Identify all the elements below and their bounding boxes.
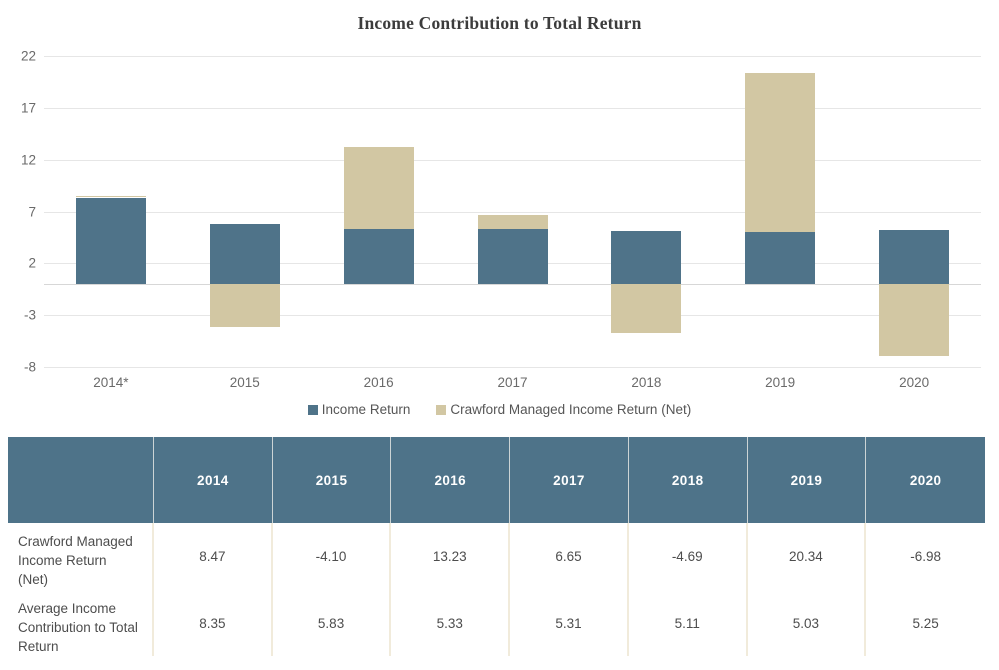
table-header-year: 2014 — [154, 437, 273, 523]
x-axis-tick-label: 2019 — [765, 375, 796, 390]
legend-swatch-icon — [436, 404, 447, 415]
table-cell: 8.35 — [154, 590, 273, 656]
chart-legend: Income Return Crawford Managed Income Ret… — [0, 402, 999, 417]
bar-incomereturn-2020 — [879, 229, 950, 284]
row-label: Average Income Contribution to Total Ret… — [8, 590, 154, 656]
bar-crawfordmanagedincomereturnnet-2015 — [209, 284, 280, 327]
table-header-year: 2020 — [909, 472, 942, 488]
y-axis-tick-label: 17 — [20, 100, 36, 116]
x-axis-tick-label: 2017 — [497, 375, 528, 390]
y-axis-tick-label: 2 — [28, 255, 36, 271]
y-axis-tick-label: 7 — [28, 204, 36, 219]
table-cell: 5.33 — [391, 590, 511, 656]
legend-label: Income Return — [321, 402, 411, 417]
table-cell: -6.98 — [910, 549, 942, 564]
bar-incomereturn-2014 — [75, 197, 146, 285]
bar-crawfordmanagedincomereturnnet-2018 — [611, 284, 682, 333]
table-cell: 5.83 — [273, 590, 392, 656]
legend-label: Crawford Managed Income Return (Net) — [450, 402, 692, 417]
bar-crawfordmanagedincomereturnnet-2014 — [75, 196, 146, 198]
y-axis-tick-label: 22 — [20, 48, 36, 64]
table-cell: 5.25 — [912, 615, 939, 631]
x-axis-tick-label: 2014* — [93, 375, 129, 390]
y-axis-tick-label: 12 — [20, 152, 36, 168]
bar-crawfordmanagedincomereturnnet-2016 — [343, 146, 414, 229]
table-cell: -4.69 — [629, 523, 748, 590]
gridline — [44, 159, 981, 161]
legend-swatch-icon — [307, 404, 318, 415]
table-header-year: 2018 — [629, 437, 748, 523]
chart-title: Income Contribution to Total Return — [357, 13, 642, 33]
x-axis-tick-label: 2020 — [899, 375, 930, 390]
y-axis-tick-label: -8 — [23, 359, 36, 375]
table-cell: 6.65 — [510, 523, 629, 590]
legend-item-incomereturn: Income Return — [307, 402, 411, 417]
bar-incomereturn-2017 — [477, 229, 548, 284]
table-cell: 8.47 — [154, 523, 273, 590]
legend-item-crawfordmanagedincomereturnnet: Crawford Managed Income Return (Net) — [436, 402, 691, 417]
income-contribution-chart: Income Contribution to Total Return 22 17… — [0, 13, 999, 417]
table-header-year: 2019 — [748, 437, 867, 523]
table-header-year: 2016 — [391, 437, 511, 523]
table-row: Crawford Managed Income Return (Net) 8.47… — [8, 523, 985, 590]
table-header-row: 2014 2015 2016 2017 2018 2019 2020 — [8, 437, 985, 523]
table-cell: -4.10 — [273, 523, 392, 590]
table-row: Average Income Contribution to Total Ret… — [8, 590, 985, 656]
table-header-year: 2015 — [273, 437, 392, 523]
bar-incomereturn-2018 — [611, 231, 682, 285]
table-cell: 5.03 — [748, 590, 867, 656]
gridline — [44, 315, 981, 317]
table-cell: 5.31 — [510, 590, 629, 656]
gridline — [44, 107, 981, 109]
table-cell: 20.34 — [748, 523, 867, 590]
x-axis-tick-label: 2018 — [631, 375, 662, 390]
bar-crawfordmanagedincomereturnnet-2019 — [745, 73, 816, 232]
bar-incomereturn-2016 — [343, 228, 414, 285]
gridline — [44, 211, 981, 213]
table-header-empty-cell — [8, 437, 154, 523]
x-axis-tick-label: 2016 — [363, 375, 394, 390]
gridline — [44, 367, 981, 368]
x-axis-tick-label: 2015 — [229, 375, 260, 390]
y-axis-tick-label: -3 — [23, 307, 36, 323]
bar-crawfordmanagedincomereturnnet-2020 — [879, 284, 950, 357]
bar-incomereturn-2019 — [745, 231, 816, 284]
gridline — [44, 56, 981, 57]
table-header-year: 2017 — [510, 437, 629, 523]
zero-gridline — [44, 284, 981, 286]
bar-crawfordmanagedincomereturnnet-2017 — [477, 215, 548, 229]
table-body: Crawford Managed Income Return (Net) 8.47… — [8, 523, 985, 656]
row-label: Crawford Managed Income Return (Net) — [8, 523, 154, 590]
table-cell: 5.11 — [629, 590, 748, 656]
table-cell: 13.23 — [391, 523, 511, 590]
returns-table: 2014 2015 2016 2017 2018 2019 2020 Crawford Ma… — [8, 437, 985, 656]
bar-incomereturn-2015 — [209, 223, 280, 284]
